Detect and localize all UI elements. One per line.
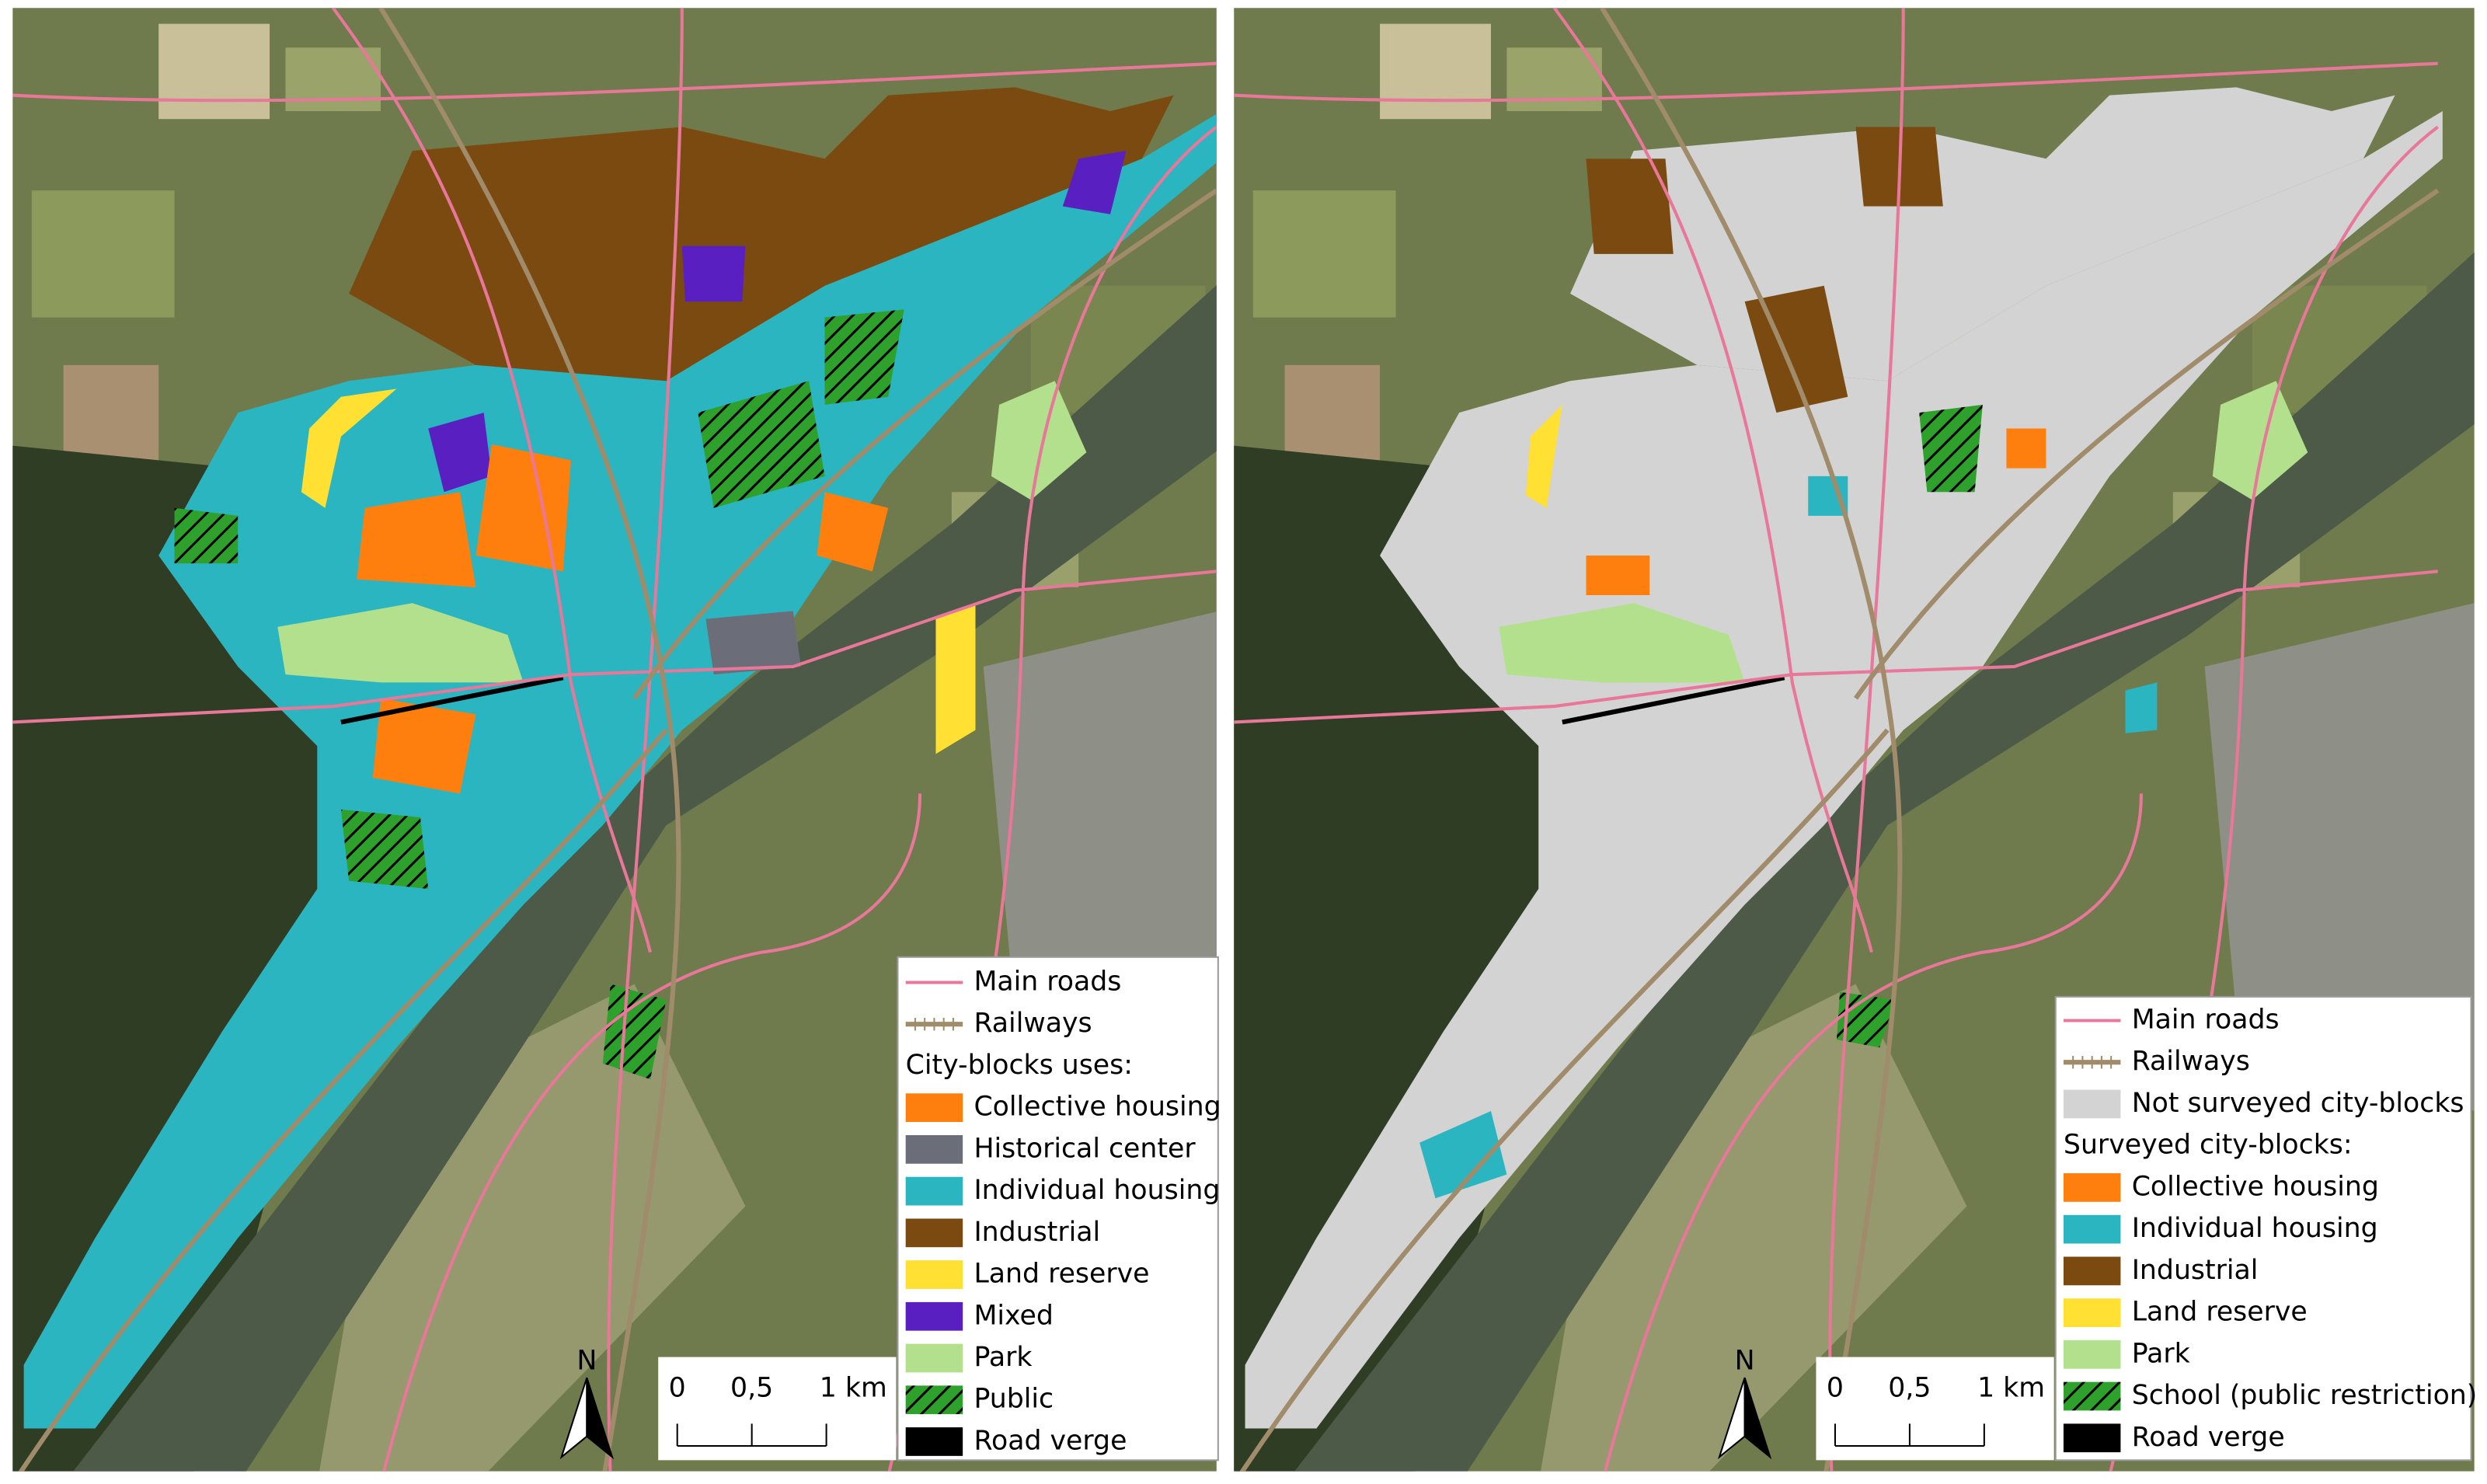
legend-label: Railways	[974, 1008, 1092, 1039]
land-reserve-block	[935, 603, 976, 754]
scale-label: 0	[1827, 1372, 1844, 1403]
scale-bar: 0 0,5 1 km	[1816, 1357, 2054, 1461]
individual-block	[1419, 1110, 1507, 1199]
legend-label: Road verge	[974, 1425, 1127, 1456]
scale-box	[1816, 1357, 2054, 1461]
collective-block	[357, 492, 476, 587]
public-block	[174, 507, 239, 564]
mixed-block	[1062, 151, 1127, 214]
legend-swatch	[2063, 1256, 2121, 1286]
land-reserve-block	[1525, 404, 1562, 508]
public-block	[698, 381, 825, 508]
legend-swatch	[2063, 1298, 2121, 1327]
legend-label: Park	[974, 1342, 1032, 1373]
scale-bar: 0 0,5 1 km	[658, 1357, 897, 1461]
road-verge	[1562, 675, 1785, 725]
legend-label: Historical center	[974, 1133, 1196, 1164]
legend-swatch	[2063, 1173, 2121, 1202]
public-block	[602, 984, 667, 1080]
collective-block	[2006, 428, 2046, 469]
arrow-right	[1743, 1377, 1772, 1460]
mixed-block	[428, 413, 492, 493]
legend-label: Industrial	[2132, 1255, 2259, 1286]
legend-heading: City-blocks uses:	[906, 1050, 1133, 1081]
legend-label: Individual housing	[2132, 1213, 2378, 1244]
legend-box	[2054, 995, 2472, 1461]
legend-label: Road verge	[2132, 1422, 2285, 1453]
park-block	[277, 603, 524, 683]
arrow-right	[586, 1377, 615, 1460]
legend-label: Mixed	[974, 1300, 1053, 1331]
legend-swatch	[905, 1134, 963, 1164]
legend-label: Individual housing	[974, 1175, 1220, 1206]
school-block	[1837, 991, 1896, 1048]
legend-swatch	[2063, 1339, 2121, 1369]
scale-label: 0,5	[1888, 1372, 1931, 1403]
legend-label: School (public restriction)	[2132, 1380, 2478, 1411]
legend-swatch	[905, 1176, 963, 1206]
legend-heading: Surveyed city-blocks:	[2064, 1130, 2353, 1161]
left-map	[12, 8, 1217, 1472]
right-map	[1234, 8, 2475, 1472]
legend-label: Main roads	[2132, 1005, 2280, 1036]
legend-swatch	[2063, 1423, 2121, 1453]
north-arrow: N	[1717, 1346, 1772, 1460]
north-label: N	[576, 1346, 597, 1377]
legend-label: Not surveyed city-blocks	[2132, 1088, 2464, 1119]
legend-swatch	[2063, 1089, 2121, 1119]
land-reserve-block	[301, 388, 397, 508]
legend-swatch	[905, 1385, 963, 1415]
public-block	[824, 309, 904, 405]
scale-label: 1 km	[820, 1372, 887, 1403]
legend-label: Railways	[2132, 1046, 2250, 1077]
park-block	[991, 381, 1087, 500]
park-block	[2212, 381, 2308, 500]
north-label: N	[1735, 1346, 1755, 1377]
north-arrow: N	[559, 1346, 615, 1460]
legend-swatch	[905, 1427, 963, 1456]
scale-box	[658, 1357, 897, 1461]
collective-block	[475, 444, 571, 572]
legend-label: Collective housing	[974, 1092, 1221, 1123]
scale-label: 0	[669, 1372, 686, 1403]
collective-block	[817, 492, 889, 572]
legend-swatch	[905, 1218, 963, 1248]
legend-swatch	[905, 1093, 963, 1123]
collective-block	[372, 698, 476, 794]
road-verge	[340, 675, 564, 725]
legend-swatch	[2063, 1381, 2121, 1411]
individual-block	[2125, 682, 2158, 733]
historical-center	[705, 611, 801, 675]
legend-swatch	[905, 1343, 963, 1373]
legend-label: Park	[2132, 1338, 2190, 1369]
industrial-block	[1586, 159, 1674, 254]
mixed-block	[681, 246, 746, 302]
legend-label: Land reserve	[2132, 1297, 2308, 1328]
legend: Main roads Railways City-blocks uses: Colle…	[897, 956, 1221, 1461]
legend-swatch	[2063, 1214, 2121, 1244]
legend-swatch	[905, 1301, 963, 1331]
legend-swatch	[905, 1260, 963, 1289]
legend: Main roads Railways Not surveyed city-bloc…	[2054, 995, 2478, 1461]
scale-label: 1 km	[1977, 1372, 2045, 1403]
legend-label: Main roads	[974, 966, 1121, 997]
public-block	[340, 809, 429, 889]
legend-label: Industrial	[974, 1217, 1100, 1248]
legend-label: Land reserve	[974, 1259, 1149, 1290]
park-block	[1499, 603, 1745, 683]
legend-label: Collective housing	[2132, 1171, 2379, 1202]
overlay: Main roads Railways City-blocks uses: Colle…	[559, 956, 2478, 1461]
legend-label: Public	[974, 1384, 1054, 1415]
legend-box	[897, 956, 1219, 1461]
scale-label: 0,5	[730, 1372, 773, 1403]
school-block	[1919, 404, 1983, 493]
collective-block	[1586, 555, 1650, 596]
